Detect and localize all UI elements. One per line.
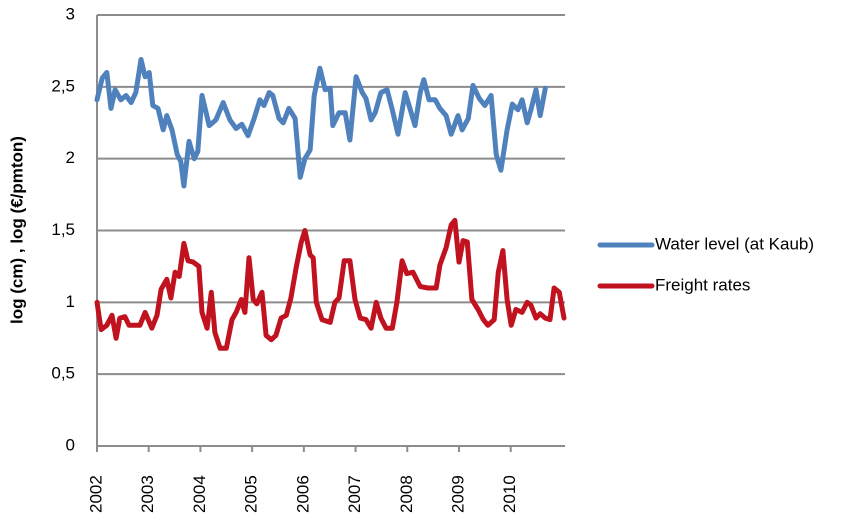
y-tick-label: 2,5 [51,76,75,95]
x-tick-label: 2010 [500,475,519,513]
legend-label: Freight rates [655,275,750,294]
x-tick-label: 2005 [242,475,261,513]
x-tick-label: 2004 [190,475,209,513]
x-tick-label: 2007 [345,475,364,513]
series-line [94,57,548,189]
y-tick-label: 1 [66,292,75,311]
y-tick-label: 2 [66,148,75,167]
y-tick-label: 3 [66,4,75,23]
y-tick-label: 1,5 [51,220,75,239]
x-tick-label: 2009 [448,475,467,513]
y-tick-label: 0 [66,435,75,454]
y-axis-label: log (cm) , log (€/pmton) [7,136,26,324]
x-tick-label: 2008 [397,475,416,513]
x-tick-label: 2003 [138,475,157,513]
x-tick-label: 2006 [293,475,312,513]
x-tick-label: 2002 [86,475,105,513]
legend-label: Water level (at Kaub) [655,234,814,253]
y-tick-label: 0,5 [51,364,75,383]
series-line [94,217,567,351]
